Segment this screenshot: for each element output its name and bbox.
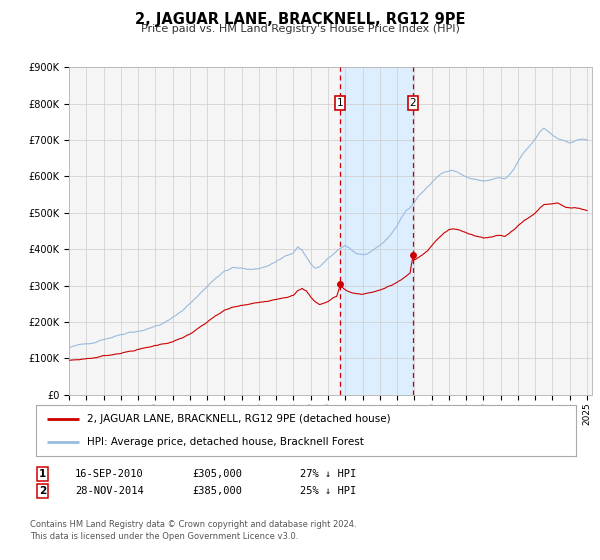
Text: 16-SEP-2010: 16-SEP-2010: [75, 469, 144, 479]
Text: £305,000: £305,000: [192, 469, 242, 479]
Text: 1: 1: [39, 469, 46, 479]
Text: 2: 2: [39, 486, 46, 496]
Text: 1: 1: [337, 98, 344, 108]
Text: 2, JAGUAR LANE, BRACKNELL, RG12 9PE: 2, JAGUAR LANE, BRACKNELL, RG12 9PE: [135, 12, 465, 27]
Bar: [340, 67, 413, 395]
Text: Contains HM Land Registry data © Crown copyright and database right 2024.: Contains HM Land Registry data © Crown c…: [30, 520, 356, 529]
Text: HPI: Average price, detached house, Bracknell Forest: HPI: Average price, detached house, Brac…: [88, 437, 364, 447]
Text: 2: 2: [409, 98, 416, 108]
Text: £385,000: £385,000: [192, 486, 242, 496]
Text: Price paid vs. HM Land Registry's House Price Index (HPI): Price paid vs. HM Land Registry's House …: [140, 24, 460, 34]
Text: 2, JAGUAR LANE, BRACKNELL, RG12 9PE (detached house): 2, JAGUAR LANE, BRACKNELL, RG12 9PE (det…: [88, 414, 391, 424]
Text: 27% ↓ HPI: 27% ↓ HPI: [300, 469, 356, 479]
Text: 28-NOV-2014: 28-NOV-2014: [75, 486, 144, 496]
Text: 25% ↓ HPI: 25% ↓ HPI: [300, 486, 356, 496]
Text: This data is licensed under the Open Government Licence v3.0.: This data is licensed under the Open Gov…: [30, 532, 298, 541]
